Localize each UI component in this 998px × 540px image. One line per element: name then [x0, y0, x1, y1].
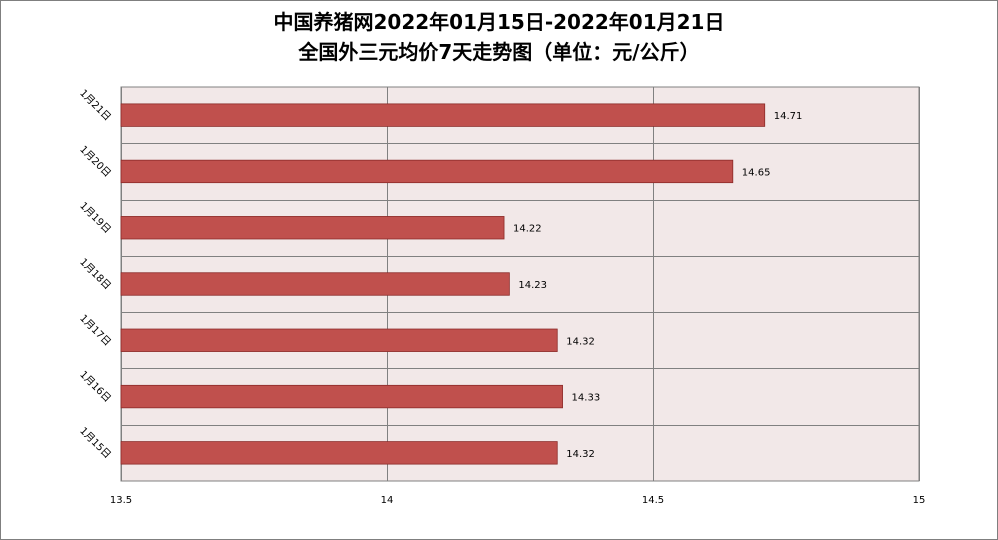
data-label: 14.22 — [513, 224, 542, 235]
data-label: 14.33 — [572, 393, 601, 404]
category-label: 1月16日 — [77, 369, 113, 405]
x-tick-label: 14 — [381, 495, 394, 506]
category-label: 1月21日 — [77, 87, 113, 123]
category-label: 1月19日 — [77, 200, 113, 236]
bar — [120, 272, 510, 296]
bar — [120, 216, 505, 240]
data-label: 14.65 — [742, 167, 771, 178]
category-label: 1月17日 — [77, 312, 113, 348]
chart-title-line-2: 全国外三元均价7天走势图（单位：元/公斤） — [298, 40, 700, 64]
x-tick-label: 13.5 — [110, 495, 132, 506]
x-tick-label: 15 — [913, 495, 926, 506]
bar — [120, 328, 558, 352]
data-label: 14.71 — [774, 111, 803, 122]
chart-title-line-1: 中国养猪网2022年01月15日-2022年01月21日 — [273, 10, 725, 34]
bar — [120, 103, 766, 127]
bar — [120, 441, 558, 465]
category-label: 1月20日 — [77, 143, 113, 179]
x-tick-label: 14.5 — [642, 495, 664, 506]
bar — [120, 384, 563, 409]
data-label: 14.32 — [566, 449, 595, 460]
category-label: 1月18日 — [77, 256, 113, 292]
data-label: 14.23 — [518, 280, 547, 291]
chart-title: 中国养猪网2022年01月15日-2022年01月21日 全国外三元均价7天走势… — [1, 7, 997, 67]
data-label: 14.32 — [566, 336, 595, 347]
category-label: 1月15日 — [77, 425, 113, 461]
bar — [120, 159, 734, 184]
